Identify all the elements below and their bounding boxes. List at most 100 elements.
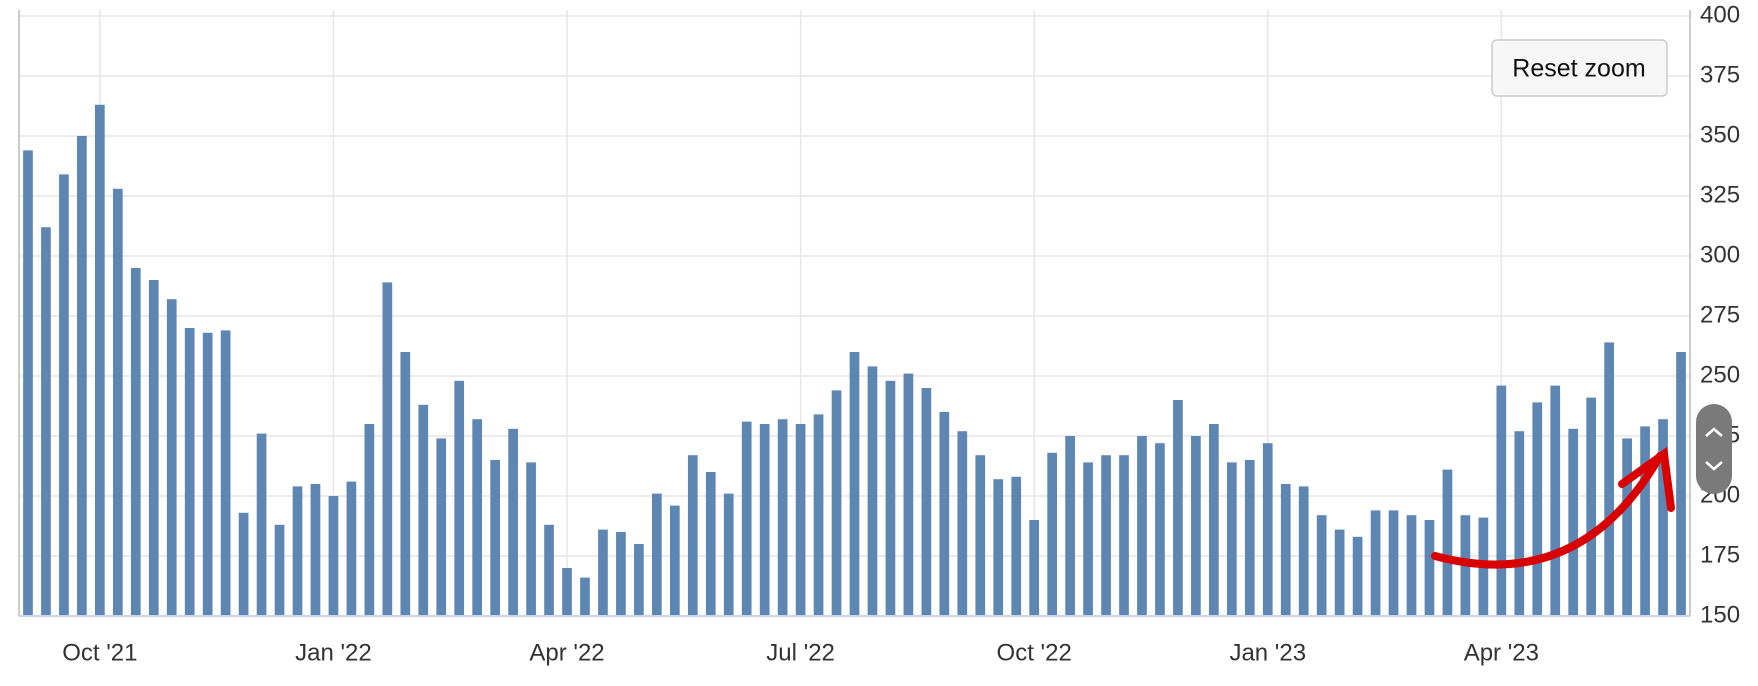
bar	[1586, 397, 1597, 616]
bar	[1532, 402, 1543, 616]
bar	[831, 390, 842, 616]
scroll-handle-bg[interactable]	[1696, 404, 1732, 494]
bar	[148, 280, 159, 616]
scroll-handle[interactable]	[1696, 404, 1732, 494]
bar	[1226, 462, 1237, 616]
bar	[1083, 462, 1093, 616]
bar	[957, 431, 968, 616]
bar	[1101, 455, 1111, 616]
bar	[1244, 460, 1255, 616]
bar	[130, 268, 141, 616]
x-tick-label: Jan '22	[295, 639, 372, 666]
bar	[59, 174, 69, 616]
x-tick-label: Apr '23	[1464, 639, 1539, 666]
bar	[41, 227, 51, 616]
bar	[616, 532, 626, 616]
x-tick-label: Oct '21	[62, 639, 137, 666]
bar	[77, 136, 87, 616]
bar	[921, 388, 932, 616]
bar	[1676, 352, 1686, 616]
y-tick-label: 400	[1700, 1, 1740, 28]
y-tick-label: 175	[1700, 541, 1740, 568]
bar	[1047, 452, 1057, 616]
bar	[1065, 436, 1075, 616]
reset-zoom-bg[interactable]	[1491, 39, 1668, 97]
bar	[202, 332, 213, 616]
bar	[346, 481, 357, 616]
bar	[1262, 443, 1273, 616]
bar	[1406, 515, 1417, 616]
bar	[166, 299, 177, 616]
scroll-chevrons	[1705, 427, 1723, 471]
bar	[1173, 400, 1183, 616]
y-tick-label: 300	[1700, 241, 1740, 268]
bar	[1029, 520, 1040, 616]
bar	[1568, 428, 1579, 616]
reset-zoom-button[interactable]: Reset zoom	[1491, 39, 1668, 97]
x-tick-label: Apr '22	[529, 639, 604, 666]
bar	[490, 460, 500, 616]
bar	[634, 544, 644, 616]
x-tick-label: Jul '22	[766, 639, 835, 666]
bar	[400, 352, 411, 616]
bar	[580, 577, 590, 616]
arrow-head	[1618, 446, 1675, 512]
bar	[364, 424, 375, 616]
bar	[508, 428, 518, 616]
bar	[885, 380, 896, 616]
bar	[993, 479, 1004, 616]
bar	[274, 524, 285, 616]
y-tick-label: 350	[1700, 121, 1740, 148]
bar	[454, 380, 465, 616]
bar	[687, 455, 698, 616]
y-tick-label: 325	[1700, 181, 1740, 208]
bar	[436, 438, 447, 616]
reset-zoom-label[interactable]: Reset zoom	[1512, 55, 1645, 83]
bar	[813, 414, 824, 616]
bar	[1514, 431, 1525, 616]
bar	[1119, 455, 1129, 616]
bar	[256, 433, 267, 616]
bar	[310, 484, 321, 616]
bar	[598, 529, 608, 616]
bar	[112, 188, 123, 617]
bar	[1424, 520, 1435, 616]
labels: 150175200225250275300325350375400Oct '21…	[62, 1, 1740, 666]
bar	[184, 328, 195, 616]
bar	[1011, 476, 1022, 616]
bar	[472, 419, 483, 616]
bars	[23, 104, 1686, 617]
bar	[1388, 510, 1399, 616]
bar	[220, 330, 231, 616]
bar	[23, 150, 33, 616]
bar	[1604, 342, 1614, 616]
y-tick-label: 275	[1700, 301, 1740, 328]
arrow-curve	[1431, 452, 1664, 569]
y-tick-label: 375	[1700, 61, 1740, 88]
bar	[759, 424, 770, 616]
bar	[95, 104, 105, 617]
bar	[1137, 436, 1147, 616]
bar	[939, 412, 950, 616]
bar	[741, 421, 752, 616]
y-tick-label: 250	[1700, 361, 1740, 388]
bar	[867, 366, 878, 616]
bar	[238, 512, 249, 616]
bar	[1658, 419, 1668, 616]
bar	[1209, 424, 1219, 616]
bar	[1370, 510, 1381, 616]
bar	[328, 496, 339, 616]
bar	[562, 568, 572, 616]
x-tick-label: Jan '23	[1229, 639, 1306, 666]
bar	[1316, 515, 1327, 616]
bar	[723, 493, 734, 616]
bar	[975, 455, 986, 616]
bar	[1155, 443, 1165, 616]
bar	[1622, 438, 1632, 616]
bar	[1334, 529, 1345, 616]
y-tick-label: 150	[1700, 601, 1740, 628]
bar	[903, 373, 914, 616]
bar	[1280, 484, 1291, 616]
bar	[1442, 469, 1453, 616]
